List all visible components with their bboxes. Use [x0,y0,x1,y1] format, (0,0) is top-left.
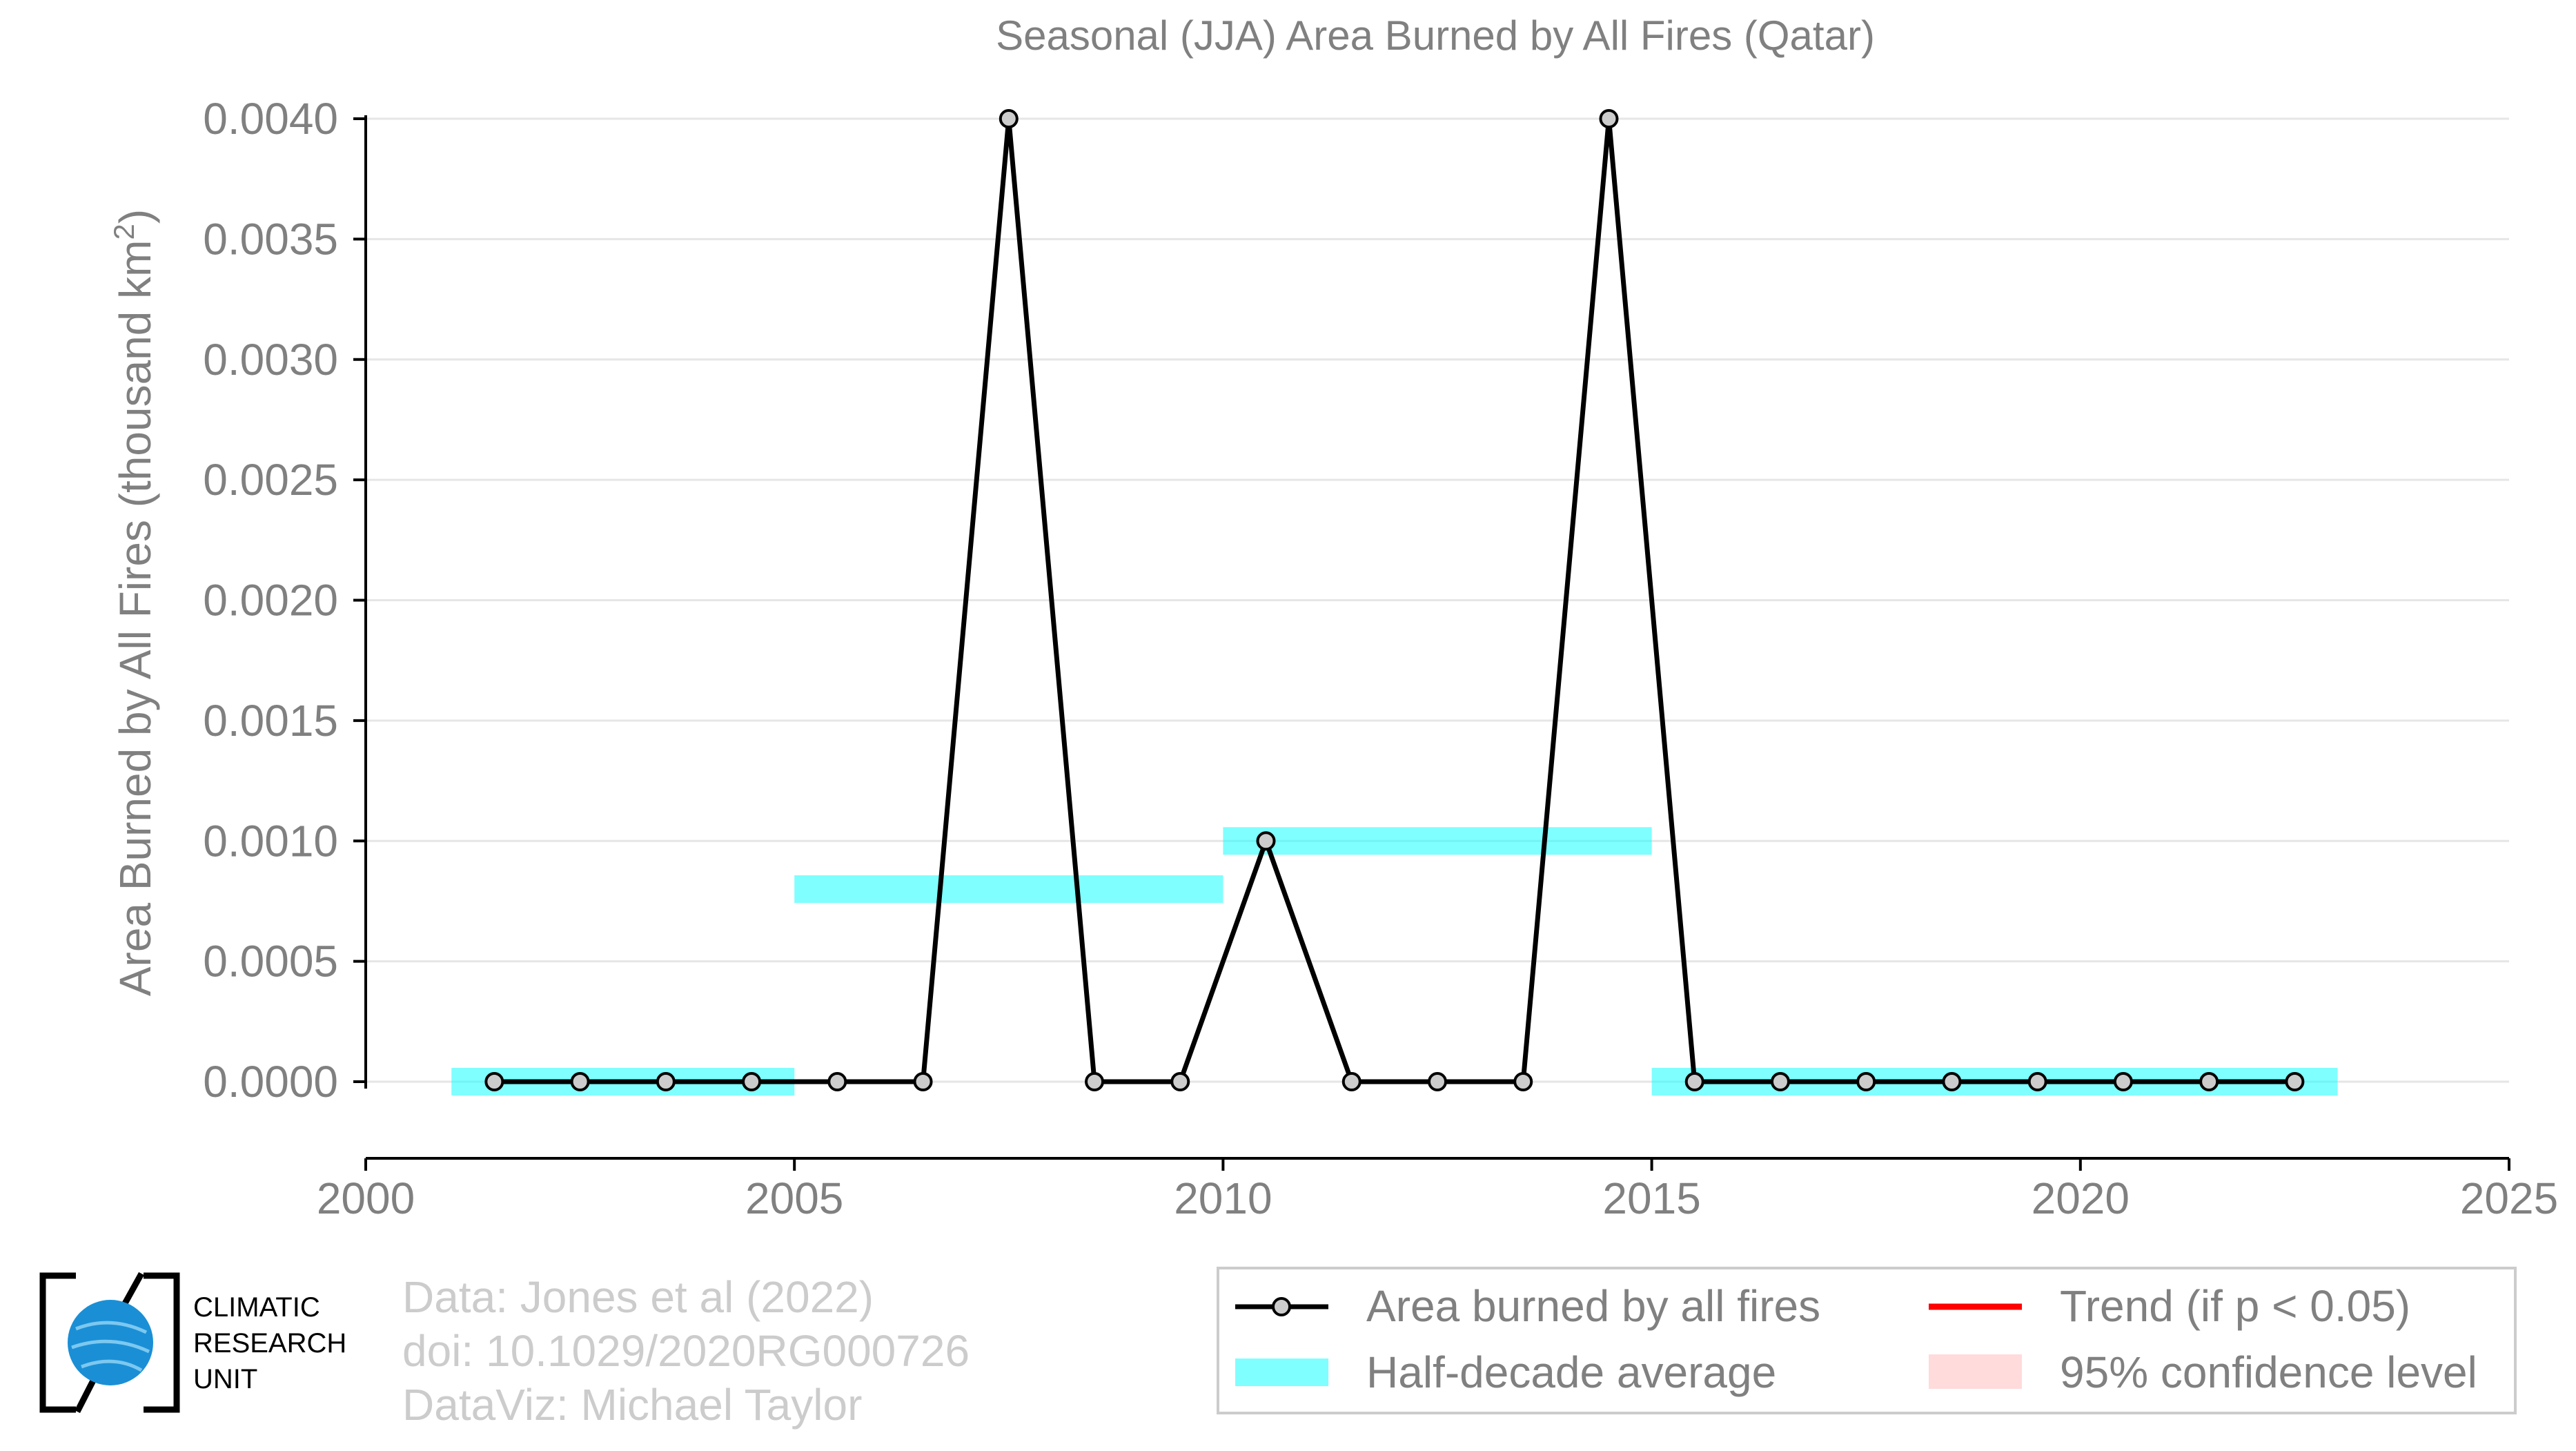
data-point [570,1072,590,1091]
x-tick-label: 2000 [317,1174,415,1223]
y-tick-labels: 0.0000 0.0005 0.0010 0.0015 0.0020 0.0025 0.00… [203,94,338,1107]
series-line-area-burned [494,118,2295,1084]
x-tick-label: 2025 [2460,1174,2558,1223]
legend-item-area-burned: Area burned by all fires [1235,1281,1820,1331]
logo-line-climatic: CLIMATIC [193,1292,320,1323]
data-point [827,1072,847,1091]
y-tick-label: 0.0035 [203,214,338,264]
logo-line-unit: UNIT [193,1364,258,1394]
half-decade-average-bars [451,827,2338,1095]
legend-item-trend: Trend (if p < 0.05) [1929,1281,2410,1331]
legend: Area burned by all fires Trend (if p < 0… [1217,1267,2517,1414]
y-axis-label: Area Burned by All Fires (thousand km2) [108,209,160,996]
data-point [656,1072,676,1091]
logo-bracket-left [39,1272,76,1413]
legend-swatch-confidence [1929,1354,2022,1389]
x-tick-labels: 2000 2005 2010 2015 2020 2025 [317,1174,2558,1223]
logo-bracket-right [144,1272,180,1413]
data-point [1599,109,1619,128]
logo-text: CLIMATIC RESEARCH UNIT [193,1289,346,1397]
data-point [484,1072,504,1091]
y-tick-label: 0.0040 [203,94,338,144]
credits: Data: Jones et al (2022) doi: 10.1029/20… [402,1270,970,1432]
data-point [999,109,1019,128]
legend-box [1217,1267,2517,1414]
data-point [1513,1072,1533,1091]
y-axis-label-main: Area Burned by All Fires (thousand km [110,240,160,997]
legend-swatch-half-decade [1235,1359,1328,1386]
data-point [1170,1072,1190,1091]
legend-label-confidence: 95% confidence level [2060,1347,2477,1397]
y-tick-label: 0.0000 [203,1057,338,1107]
logo-slash-top [121,1272,144,1307]
credit-doi: doi: 10.1029/2020RG000726 [402,1326,970,1376]
legend-item-half-decade: Half-decade average [1235,1347,1776,1397]
credit-data-source: Data: Jones et al (2022) [402,1272,874,1322]
data-point [2113,1072,2133,1091]
x-tick-label: 2010 [1174,1174,1272,1223]
y-tick-label: 0.0020 [203,576,338,625]
y-tick-label: 0.0015 [203,696,338,746]
data-point [1684,1072,1704,1091]
legend-label-area-burned: Area burned by all fires [1366,1281,1820,1331]
data-point [1085,1072,1105,1091]
data-point [1341,1072,1361,1091]
globe-swirl [71,1321,150,1372]
data-point [1770,1072,1790,1091]
data-point [2199,1072,2219,1091]
half-decade-average-bar [1223,827,1652,855]
grid-lines [366,117,2509,1083]
x-tick-label: 2015 [1602,1174,1700,1223]
data-point [742,1072,762,1091]
y-tick-label: 0.0025 [203,455,338,505]
y-tick-label: 0.0010 [203,816,338,866]
cru-logo [39,1272,180,1414]
series-markers [484,109,2305,1091]
data-point [1428,1072,1447,1091]
half-decade-average-bar [794,875,1223,903]
axes [353,115,2510,1171]
logo-slash-bottom [74,1379,97,1414]
data-point [2285,1072,2305,1091]
y-tick-label: 0.0005 [203,937,338,986]
y-axis-label-superscript: 2 [108,224,140,240]
legend-label-trend: Trend (if p < 0.05) [2060,1281,2410,1331]
legend-swatch-marker [1272,1297,1291,1316]
x-tick-label: 2020 [2032,1174,2130,1223]
data-point [1942,1072,1962,1091]
credit-dataviz: DataViz: Michael Taylor [402,1380,863,1430]
legend-label-half-decade: Half-decade average [1366,1347,1776,1397]
series-line [494,118,2295,1084]
logo-line-research: RESEARCH [193,1328,347,1359]
data-point [1856,1072,1876,1091]
data-point [913,1072,933,1091]
y-axis-label-end: ) [110,209,160,224]
data-point [2027,1072,2047,1091]
chart-title: Seasonal (JJA) Area Burned by All Fires … [996,12,1875,59]
legend-item-confidence: 95% confidence level [1929,1347,2477,1397]
y-tick-label: 0.0030 [203,335,338,384]
data-point [1256,831,1276,851]
x-tick-label: 2005 [745,1174,843,1223]
